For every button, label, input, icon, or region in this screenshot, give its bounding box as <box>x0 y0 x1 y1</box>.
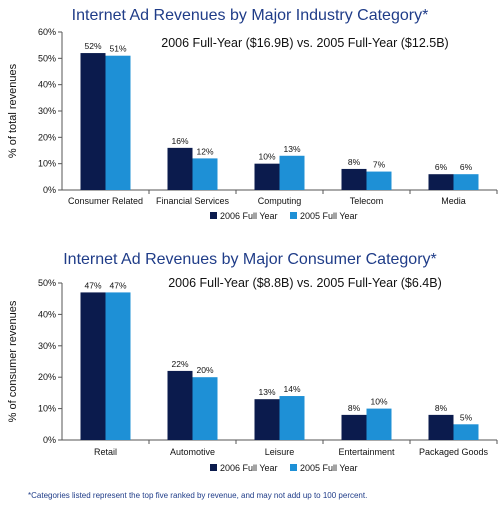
chart1-category-label: Telecom <box>350 196 384 206</box>
chart2-data-label: 8% <box>348 403 361 413</box>
chart1-legend-label: 2006 Full Year <box>220 211 278 221</box>
chart2-legend-label: 2005 Full Year <box>300 463 358 473</box>
chart2-y-tick-label: 40% <box>38 309 56 319</box>
chart2-bar <box>254 399 280 440</box>
footnote: *Categories listed represent the top fiv… <box>28 491 367 500</box>
chart2-bar <box>80 292 106 440</box>
chart1-y-tick-label: 0% <box>43 185 56 195</box>
chart1-category-label: Computing <box>258 196 302 206</box>
chart2-category-label: Entertainment <box>338 447 395 457</box>
chart1-y-tick-label: 20% <box>38 132 56 142</box>
chart2-y-tick-label: 10% <box>38 404 56 414</box>
chart2-legend-swatch <box>210 464 217 471</box>
chart2-bar <box>366 408 392 440</box>
chart1-y-axis-label: % of total revenues <box>7 63 19 158</box>
chart2-data-label: 14% <box>283 384 300 394</box>
chart1-data-label: 12% <box>196 146 213 156</box>
chart1-y-tick-label: 10% <box>38 159 56 169</box>
chart1-data-label: 16% <box>171 136 188 146</box>
chart2-category-label: Retail <box>94 447 117 457</box>
chart1-data-label: 7% <box>373 160 386 170</box>
chart2-data-label: 8% <box>435 403 448 413</box>
chart1-legend-label: 2005 Full Year <box>300 211 358 221</box>
chart1-bar <box>453 174 479 190</box>
chart1-title: Internet Ad Revenues by Major Industry C… <box>72 7 429 24</box>
chart1-data-label: 8% <box>348 157 361 167</box>
chart2-y-tick-label: 50% <box>38 278 56 288</box>
chart2-bar <box>192 377 218 440</box>
chart1-data-label: 6% <box>460 162 473 172</box>
chart1-bar <box>192 158 218 190</box>
chart1-y-tick-label: 60% <box>38 27 56 37</box>
chart2-bar <box>167 370 193 440</box>
chart2-data-label: 47% <box>84 280 101 290</box>
chart1-data-label: 6% <box>435 162 448 172</box>
chart1-bar <box>366 171 392 190</box>
chart1-category-label: Consumer Related <box>68 196 143 206</box>
chart2-data-label: 13% <box>258 387 275 397</box>
chart1-bar <box>80 53 106 190</box>
chart2-legend-label: 2006 Full Year <box>220 463 278 473</box>
chart1-category-label: Media <box>441 196 466 206</box>
chart2-category-label: Packaged Goods <box>419 447 489 457</box>
chart2-category-label: Leisure <box>265 447 295 457</box>
chart2-bar <box>428 414 454 440</box>
chart2-legend-swatch <box>290 464 297 471</box>
chart1-bar <box>428 174 454 190</box>
chart2-bar <box>105 292 131 440</box>
chart2-title: Internet Ad Revenues by Major Consumer C… <box>63 251 437 268</box>
chart2-data-label: 20% <box>196 365 213 375</box>
chart2-y-axis-label: % of consumer revenues <box>7 300 19 422</box>
chart1-bar <box>254 163 280 190</box>
chart1-subtitle: 2006 Full-Year ($16.9B) vs. 2005 Full-Ye… <box>161 36 448 50</box>
chart1-bar <box>167 147 193 190</box>
chart2-subtitle: 2006 Full-Year ($8.8B) vs. 2005 Full-Yea… <box>168 276 442 290</box>
chart2-data-label: 10% <box>370 397 387 407</box>
chart2-data-label: 22% <box>171 359 188 369</box>
chart1-legend-swatch <box>290 212 297 219</box>
chart2-y-tick-label: 20% <box>38 372 56 382</box>
chart1-data-label: 51% <box>109 44 126 54</box>
chart1-data-label: 10% <box>258 152 275 162</box>
chart1-bar <box>279 155 305 190</box>
chart2-y-tick-label: 30% <box>38 341 56 351</box>
chart2-data-label: 47% <box>109 280 126 290</box>
chart2-y-tick-label: 0% <box>43 435 56 445</box>
chart2-category-label: Automotive <box>170 447 215 457</box>
chart2-bar <box>341 414 367 440</box>
chart2-data-label: 5% <box>460 412 473 422</box>
chart1-y-tick-label: 50% <box>38 53 56 63</box>
chart1-y-tick-label: 30% <box>38 106 56 116</box>
chart1-legend-swatch <box>210 212 217 219</box>
chart1-y-tick-label: 40% <box>38 80 56 90</box>
chart2-bar <box>279 396 305 440</box>
chart1-category-label: Financial Services <box>156 196 230 206</box>
chart2-bar <box>453 424 479 440</box>
chart1-data-label: 13% <box>283 144 300 154</box>
chart1-data-label: 52% <box>84 41 101 51</box>
chart1-bar <box>341 168 367 190</box>
chart1-bar <box>105 55 131 191</box>
